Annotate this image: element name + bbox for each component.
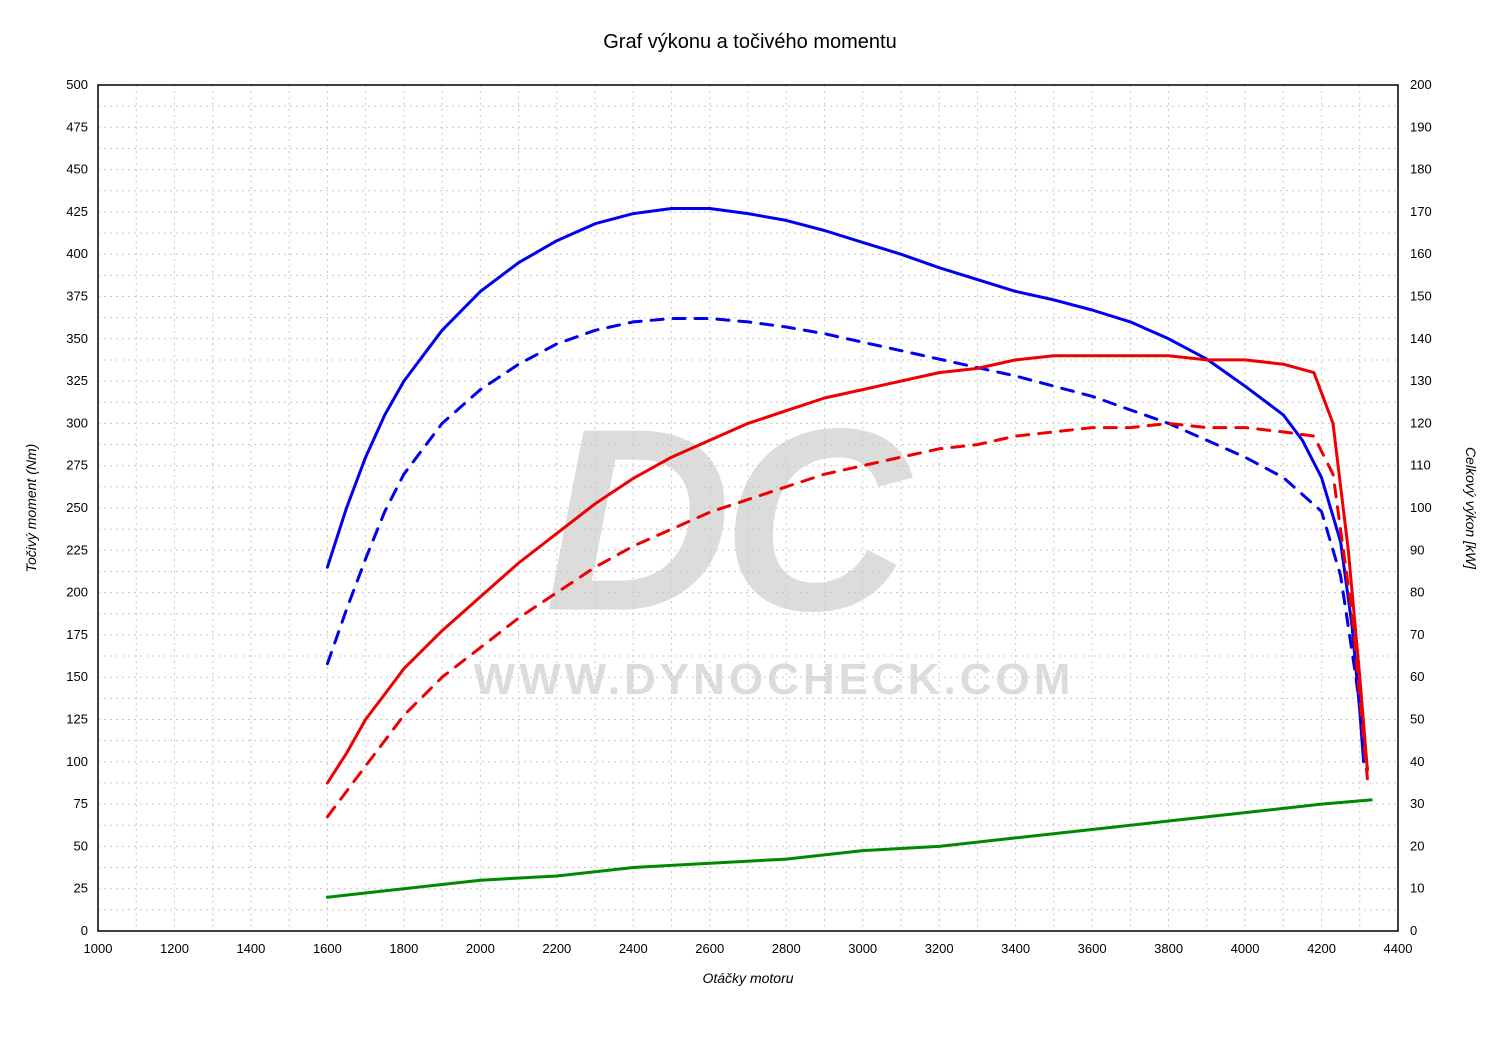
x-tick-label: 2800	[772, 941, 801, 956]
y-right-tick-label: 90	[1410, 542, 1424, 557]
y-left-tick-label: 25	[74, 881, 88, 896]
y-left-tick-label: 400	[66, 246, 88, 261]
y-right-tick-label: 40	[1410, 754, 1424, 769]
x-tick-label: 3400	[1001, 941, 1030, 956]
x-tick-label: 1800	[389, 941, 418, 956]
y-left-tick-label: 175	[66, 627, 88, 642]
y-right-tick-label: 200	[1410, 77, 1432, 92]
y-right-tick-label: 130	[1410, 373, 1432, 388]
y-right-tick-label: 20	[1410, 838, 1424, 853]
x-tick-label: 3600	[1078, 941, 1107, 956]
x-tick-label: 3200	[925, 941, 954, 956]
y-right-tick-label: 140	[1410, 331, 1432, 346]
y-right-tick-label: 170	[1410, 204, 1432, 219]
x-tick-label: 1600	[313, 941, 342, 956]
x-tick-label: 2400	[619, 941, 648, 956]
y-right-tick-label: 80	[1410, 585, 1424, 600]
x-tick-label: 3000	[848, 941, 877, 956]
y-right-tick-label: 190	[1410, 119, 1432, 134]
y-left-tick-label: 375	[66, 289, 88, 304]
y-left-tick-label: 100	[66, 754, 88, 769]
x-tick-label: 4200	[1307, 941, 1336, 956]
x-tick-label: 2000	[466, 941, 495, 956]
y-left-tick-label: 350	[66, 331, 88, 346]
y-left-tick-label: 325	[66, 373, 88, 388]
y-left-axis-label: Točivý moment (Nm)	[23, 444, 39, 573]
x-tick-label: 4000	[1231, 941, 1260, 956]
y-left-tick-label: 225	[66, 542, 88, 557]
x-tick-label: 1000	[84, 941, 113, 956]
x-tick-label: 2200	[542, 941, 571, 956]
y-right-tick-label: 30	[1410, 796, 1424, 811]
y-right-tick-label: 60	[1410, 669, 1424, 684]
y-right-tick-label: 160	[1410, 246, 1432, 261]
y-right-tick-label: 180	[1410, 162, 1432, 177]
y-left-tick-label: 200	[66, 585, 88, 600]
x-tick-label: 2600	[695, 941, 724, 956]
y-left-tick-label: 500	[66, 77, 88, 92]
y-left-tick-label: 50	[74, 838, 88, 853]
y-right-tick-label: 0	[1410, 923, 1417, 938]
y-left-tick-label: 0	[81, 923, 88, 938]
x-axis-label: Otáčky motoru	[702, 970, 793, 986]
svg-text:WWW.DYNOCHECK.COM: WWW.DYNOCHECK.COM	[474, 655, 1075, 704]
x-tick-label: 4400	[1384, 941, 1413, 956]
x-tick-label: 3800	[1154, 941, 1183, 956]
y-left-tick-label: 150	[66, 669, 88, 684]
y-right-tick-label: 100	[1410, 500, 1432, 515]
y-left-tick-label: 125	[66, 712, 88, 727]
y-right-tick-label: 70	[1410, 627, 1424, 642]
y-right-tick-label: 10	[1410, 881, 1424, 896]
y-right-tick-label: 50	[1410, 712, 1424, 727]
dyno-chart: Graf výkonu a točivého momentu DCWWW.DYNO…	[0, 0, 1500, 1041]
svg-text:DC: DC	[544, 376, 913, 666]
y-left-tick-label: 450	[66, 162, 88, 177]
y-left-tick-label: 250	[66, 500, 88, 515]
y-right-tick-label: 110	[1410, 458, 1431, 473]
chart-title: Graf výkonu a točivého momentu	[603, 31, 896, 53]
y-right-tick-label: 150	[1410, 289, 1432, 304]
x-tick-label: 1400	[236, 941, 265, 956]
y-left-tick-label: 300	[66, 415, 88, 430]
y-left-tick-label: 75	[74, 796, 88, 811]
y-right-tick-label: 120	[1410, 415, 1432, 430]
chart-svg: Graf výkonu a točivého momentu DCWWW.DYNO…	[0, 0, 1500, 1041]
y-right-axis-label: Celkový výkon [kW]	[1463, 447, 1479, 570]
y-left-tick-label: 275	[66, 458, 88, 473]
y-left-tick-label: 475	[66, 119, 88, 134]
x-tick-label: 1200	[160, 941, 189, 956]
y-left-tick-label: 425	[66, 204, 88, 219]
